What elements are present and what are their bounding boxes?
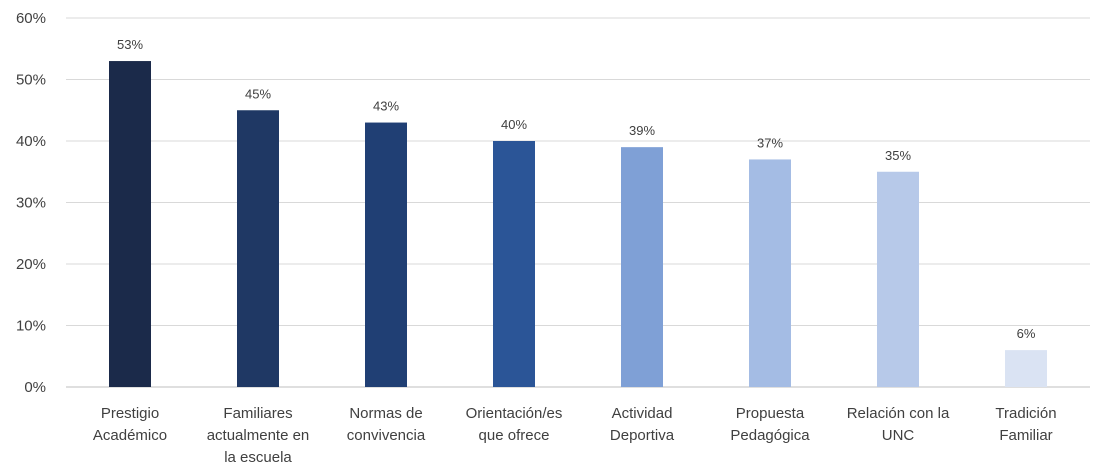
- category-label-line: Orientación/es: [466, 405, 563, 422]
- bar: [1005, 350, 1047, 387]
- y-tick-label: 40%: [16, 133, 46, 150]
- category-label-line: UNC: [882, 427, 915, 444]
- data-label: 35%: [885, 148, 911, 163]
- bar: [365, 122, 407, 388]
- category-label: Normas de convivencia: [347, 405, 426, 444]
- bar: [493, 141, 535, 387]
- y-axis-ticks: 0% 10% 20% 30% 40% 50% 60%: [16, 10, 46, 396]
- category-label: Relación con la UNC: [847, 405, 950, 444]
- category-label-line: Prestigio: [101, 405, 159, 422]
- category-label: Tradición Familiar: [995, 405, 1056, 444]
- data-label: 37%: [757, 135, 783, 150]
- data-label: 39%: [629, 123, 655, 138]
- bar: [237, 110, 279, 387]
- y-tick-label: 0%: [24, 379, 46, 396]
- data-label: 45%: [245, 86, 271, 101]
- data-label: 6%: [1017, 326, 1036, 341]
- category-label: Familiares actualmente en la escuela: [207, 405, 310, 466]
- data-label: 53%: [117, 37, 143, 52]
- category-label-line: Normas de: [349, 405, 422, 422]
- category-label: Prestigio Académico: [93, 405, 167, 444]
- bars: [109, 61, 1047, 388]
- bar: [877, 171, 919, 387]
- data-label: 40%: [501, 117, 527, 132]
- category-label-line: que ofrece: [479, 427, 550, 444]
- category-label-line: actualmente en: [207, 427, 310, 444]
- category-label-line: Tradición: [995, 405, 1056, 422]
- category-label-line: Familiares: [223, 405, 292, 422]
- category-label-line: Pedagógica: [730, 427, 810, 444]
- bar: [749, 159, 791, 387]
- y-tick-label: 20%: [16, 256, 46, 273]
- data-labels: 53% 45% 43% 40% 39% 37% 35% 6%: [117, 37, 1036, 341]
- category-label-line: Relación con la: [847, 405, 950, 422]
- y-tick-label: 30%: [16, 195, 46, 212]
- y-tick-label: 10%: [16, 318, 46, 335]
- bar: [621, 147, 663, 387]
- category-label-line: Propuesta: [736, 405, 805, 422]
- category-label-line: Actividad: [612, 405, 673, 422]
- y-tick-label: 60%: [16, 10, 46, 27]
- gridlines: [66, 17, 1090, 388]
- category-label-line: Familiar: [999, 427, 1052, 444]
- category-label-line: Deportiva: [610, 427, 675, 444]
- category-label: Orientación/es que ofrece: [466, 405, 563, 444]
- y-tick-label: 50%: [16, 72, 46, 89]
- category-label-line: convivencia: [347, 427, 426, 444]
- category-label-line: la escuela: [224, 449, 292, 466]
- category-label-line: Académico: [93, 427, 167, 444]
- bar: [109, 61, 151, 388]
- category-label: Propuesta Pedagógica: [730, 405, 810, 444]
- category-label: Actividad Deportiva: [610, 405, 675, 444]
- data-label: 43%: [373, 99, 399, 114]
- x-axis-categories: Prestigio Académico Familiares actualmente …: [93, 405, 1057, 466]
